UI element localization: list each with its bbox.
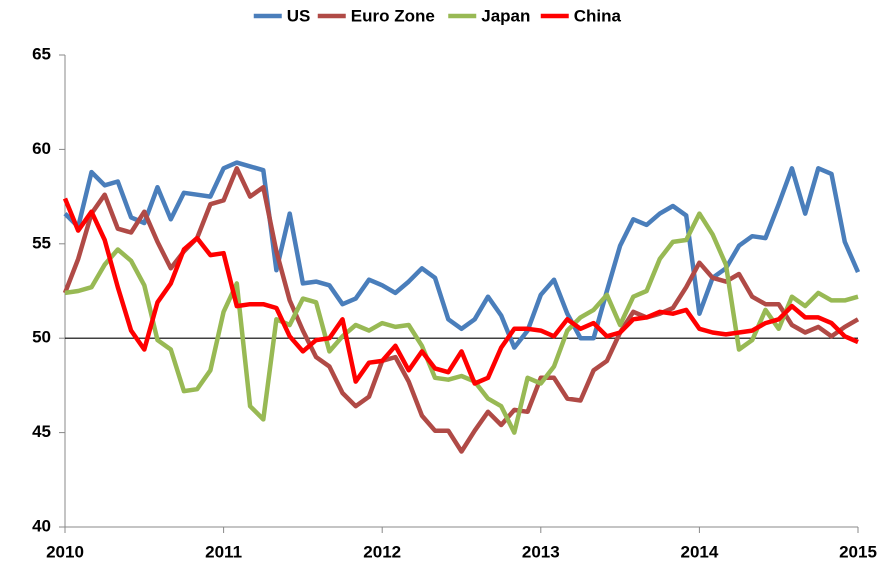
y-tick-label: 55	[32, 233, 51, 252]
x-tick-label: 2014	[680, 542, 718, 561]
x-tick-label: 2013	[522, 542, 560, 561]
legend-label: Euro Zone	[351, 6, 435, 25]
y-tick-label: 60	[32, 139, 51, 158]
series-line	[64, 211, 859, 435]
series-line	[62, 166, 860, 454]
y-tick-label: 50	[32, 328, 51, 347]
x-tick-label: 2010	[46, 542, 84, 561]
legend-label: Japan	[481, 6, 530, 25]
x-tick-label: 2012	[363, 542, 401, 561]
legend-label: China	[574, 6, 622, 25]
y-tick-label: 65	[32, 44, 51, 63]
x-tick-label: 2015	[839, 542, 877, 561]
y-tick-label: 45	[32, 422, 51, 441]
series-line	[62, 197, 859, 386]
legend-label: US	[287, 6, 311, 25]
x-tick-label: 2011	[205, 542, 242, 561]
y-tick-label: 40	[32, 516, 51, 535]
